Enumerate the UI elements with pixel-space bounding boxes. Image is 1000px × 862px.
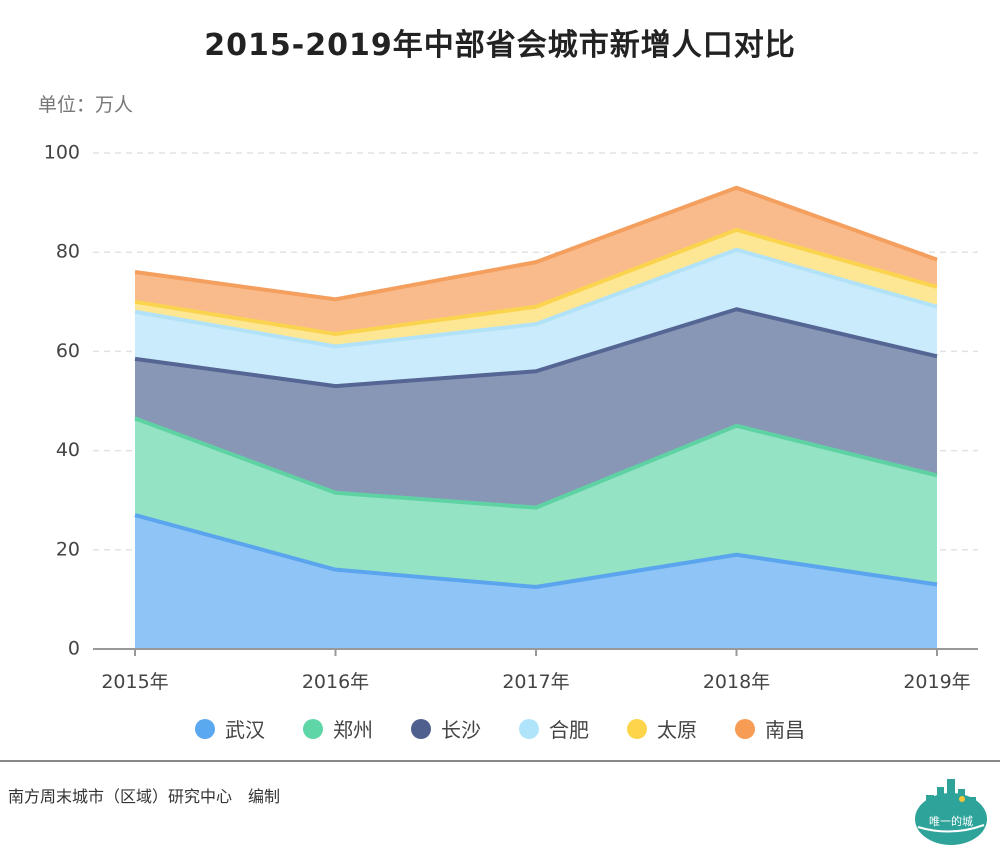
y-tick-label: 60 [56,340,80,362]
y-tick-label: 0 [68,638,80,660]
series-line-1 [134,513,938,589]
legend-label: 郑州 [333,718,373,742]
y-tick-label: 20 [56,538,80,560]
city-logo: 唯一的城 [915,779,987,845]
unit-label: 单位：万人 [38,94,134,116]
y-tick-label: 40 [56,439,80,461]
legend-item[interactable]: 南昌 [735,714,805,743]
legend-item[interactable]: 武汉 [195,714,265,743]
footer-divider [0,760,1000,762]
area-2 [135,418,937,587]
legend-label: 武汉 [225,718,265,742]
legend-swatch [411,718,431,739]
area-3 [135,309,937,508]
series-line-4 [134,247,938,349]
series-line-2 [134,416,938,510]
legend-swatch [303,718,323,739]
area-4 [135,249,937,387]
x-tick-label: 2015年 [101,671,168,693]
legend-swatch [195,718,215,739]
x-tick-label: 2019年 [903,671,970,693]
legend-label: 南昌 [765,718,805,742]
legend-swatch [735,718,755,739]
chart-legend: 武汉 郑州 长沙 合肥 太原 南昌 [0,714,1000,743]
x-tick-label: 2018年 [703,671,770,693]
stacked-area-chart: 0 20 40 60 80 100 2015年 2016年 2017年 2018年 2019年 [44,142,978,693]
series-line-5 [134,227,938,337]
x-tick-label: 2017年 [502,671,569,693]
legend-item[interactable]: 合肥 [519,714,589,743]
y-tick-label: 80 [56,241,80,263]
legend-item[interactable]: 郑州 [303,714,373,743]
credit-text: 南方周末城市（区域）研究中心 编制 [8,787,281,806]
area-6 [135,187,937,335]
logo-text: 唯一的城 [929,814,973,828]
legend-swatch [519,718,539,739]
series-line-3 [134,307,938,389]
legend-item[interactable]: 长沙 [411,714,481,743]
legend-item[interactable]: 太原 [627,714,697,743]
legend-label: 合肥 [549,718,589,742]
legend-label: 太原 [657,718,697,742]
series-line-6 [134,185,938,302]
legend-swatch [627,718,647,739]
legend-label: 长沙 [441,718,481,742]
y-tick-label: 100 [44,142,80,164]
x-tick-label: 2016年 [302,671,369,693]
chart-title: 2015-2019年中部省会城市新增人口对比 [204,28,796,63]
area-1 [135,515,937,649]
